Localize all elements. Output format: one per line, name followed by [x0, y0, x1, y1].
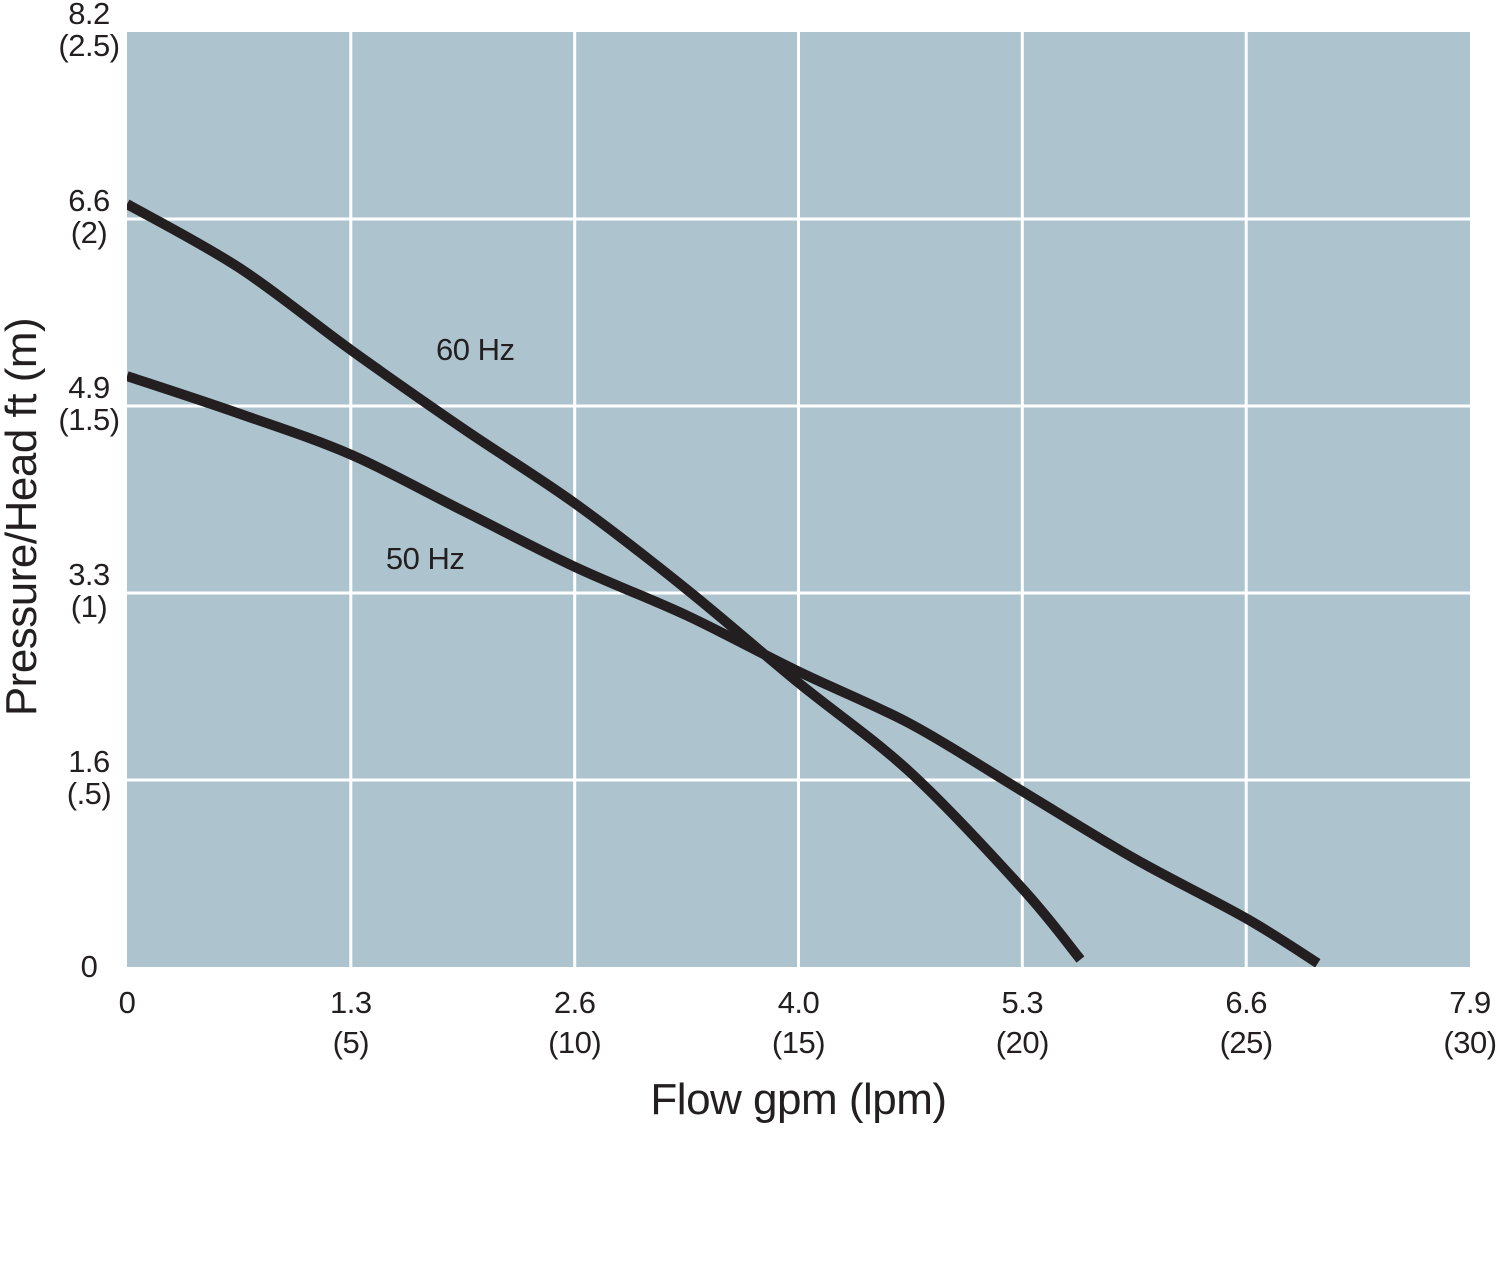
x-tick-label: 5.3 (20) — [995, 985, 1050, 1060]
x-tick-label: 4.0 (15) — [771, 985, 826, 1060]
y-tick-label: 8.2 (2.5) — [58, 0, 120, 63]
plot-area — [127, 32, 1470, 967]
x-tick-label: 7.9 (30) — [1443, 985, 1497, 1060]
y-tick-label: 1.6 (.5) — [66, 744, 112, 811]
y-tick-label: 4.9 (1.5) — [58, 370, 120, 437]
x-tick-label: 0 — [118, 985, 136, 1020]
curve-label-60hz: 60 Hz — [436, 331, 515, 367]
y-axis-title: Pressure/Head ft (m) — [0, 317, 46, 717]
x-tick-label: 1.3 (5) — [330, 985, 372, 1060]
x-tick-label: 2.6 (10) — [548, 985, 602, 1060]
x-tick-label: 6.6 (25) — [1219, 985, 1274, 1060]
x-axis-title: Flow gpm (lpm) — [650, 1075, 947, 1124]
curve-60hz — [127, 199, 1085, 963]
y-tick-label: 6.6 (2) — [68, 183, 110, 250]
chart-canvas — [127, 32, 1470, 967]
y-tick-label: 3.3 (1) — [68, 557, 110, 624]
curve-50hz — [127, 371, 1321, 967]
y-tick-label: 0 — [80, 949, 98, 984]
curve-label-50hz: 50 Hz — [385, 541, 465, 577]
